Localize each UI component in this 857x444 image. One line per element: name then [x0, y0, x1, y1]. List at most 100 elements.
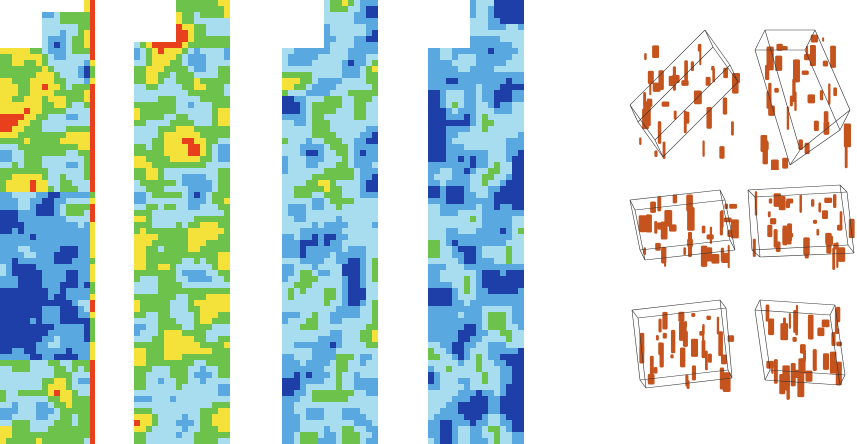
tomogram-cell [30, 78, 37, 85]
tomogram-cell [458, 138, 465, 145]
tomogram-cell [24, 390, 31, 397]
tomogram-cell [212, 306, 219, 313]
tomogram-cell [170, 324, 177, 331]
tomogram-cell [506, 144, 513, 151]
tomogram-cell [66, 42, 73, 49]
tomogram-cell [176, 90, 183, 97]
tomogram-cell [194, 120, 201, 127]
tomogram-cell [218, 402, 225, 409]
tomogram-cell [194, 414, 201, 421]
tomogram-cell [336, 246, 343, 253]
tomogram-cell [224, 66, 230, 73]
tomogram-cell [6, 360, 13, 367]
tomogram-cell [78, 390, 85, 397]
tomogram-cell [66, 300, 73, 307]
cube-edge [759, 252, 855, 258]
tomogram-cell [212, 18, 219, 25]
tomogram-cell [372, 336, 378, 343]
tomogram-cell [500, 18, 507, 25]
tomogram-cell [440, 384, 447, 391]
tomogram-cell [176, 330, 183, 337]
tomogram-cell [470, 402, 477, 409]
tomogram-cell [360, 126, 367, 133]
tomogram-cell [48, 402, 55, 409]
tomogram-cell [348, 54, 355, 61]
tomogram-cell [54, 114, 61, 121]
tomogram-cell [464, 372, 471, 379]
tomogram-cell [294, 342, 301, 349]
tomogram-cell [360, 396, 367, 403]
tomogram-cell [512, 138, 519, 145]
tomogram-cell [330, 324, 337, 331]
tomogram-cell [36, 204, 43, 211]
tomogram-cell [518, 60, 524, 67]
tomogram-cell [18, 84, 25, 91]
tomogram-cell [446, 150, 453, 157]
tomogram-cell [90, 36, 95, 43]
tomogram-cell [494, 18, 501, 25]
tomogram-cell [366, 342, 373, 349]
tomogram-cell [512, 390, 519, 397]
isosurface-blob [683, 247, 687, 256]
tomogram-cell [36, 342, 43, 349]
tomogram-cell [360, 48, 367, 55]
tomogram-cell [72, 96, 79, 103]
tomogram-cell [188, 102, 195, 109]
tomogram-cell [84, 324, 91, 331]
tomogram-cell [18, 420, 25, 427]
isosurface-blob [685, 374, 689, 387]
tomogram-cell [372, 78, 378, 85]
tomogram-cell [200, 174, 207, 181]
tomogram-cell [224, 6, 230, 13]
tomogram-cell [476, 234, 483, 241]
tomogram-cell [372, 90, 378, 97]
tomogram-cell [330, 312, 337, 319]
tomogram-cell [452, 234, 459, 241]
tomogram-cell [66, 36, 73, 43]
tomogram-cell [72, 312, 79, 319]
tomogram-cell [84, 318, 91, 325]
tomogram-cell [78, 180, 85, 187]
tomogram-cell [476, 432, 483, 439]
tomogram-cell [452, 378, 459, 385]
tomogram-cell [446, 396, 453, 403]
tomogram-cell [140, 42, 147, 49]
tomogram-cell [90, 252, 95, 259]
cube-edge [751, 244, 849, 251]
tomogram-cell [12, 390, 19, 397]
tomogram-cell [300, 72, 307, 79]
tomogram-cell [134, 360, 141, 367]
tomogram-cell [30, 408, 37, 415]
tomogram-cell [372, 114, 378, 121]
tomogram-cell [476, 126, 483, 133]
tomogram-cell [476, 60, 483, 67]
tomogram-cell [12, 348, 19, 355]
isosurface-blob [643, 91, 647, 106]
tomogram-cell [476, 84, 483, 91]
tomogram-cell [206, 102, 213, 109]
tomogram-cell [428, 216, 435, 223]
tomogram-cell [182, 312, 189, 319]
tomogram-cell [0, 216, 7, 223]
tomogram-cell [354, 150, 361, 157]
tomogram-cell [366, 66, 373, 73]
tomogram-cell [294, 60, 301, 67]
tomogram-cell [188, 408, 195, 415]
tomogram-cell [366, 120, 373, 127]
tomogram-cell [342, 408, 349, 415]
tomogram-cell [54, 324, 61, 331]
tomogram-cell [518, 276, 524, 283]
tomogram-cell [212, 42, 219, 49]
tomogram-cell [182, 276, 189, 283]
tomogram-cell [188, 372, 195, 379]
tomogram-cell [458, 72, 465, 79]
tomogram-cell [434, 318, 441, 325]
tomogram-cell [18, 138, 25, 145]
tomogram-cell [206, 186, 213, 193]
tomogram-cell [342, 180, 349, 187]
tomogram-cell [200, 264, 207, 271]
tomogram-cell [282, 312, 289, 319]
tomogram-cell [306, 132, 313, 139]
tomogram-cell [152, 198, 159, 205]
tomogram-cell [176, 276, 183, 283]
